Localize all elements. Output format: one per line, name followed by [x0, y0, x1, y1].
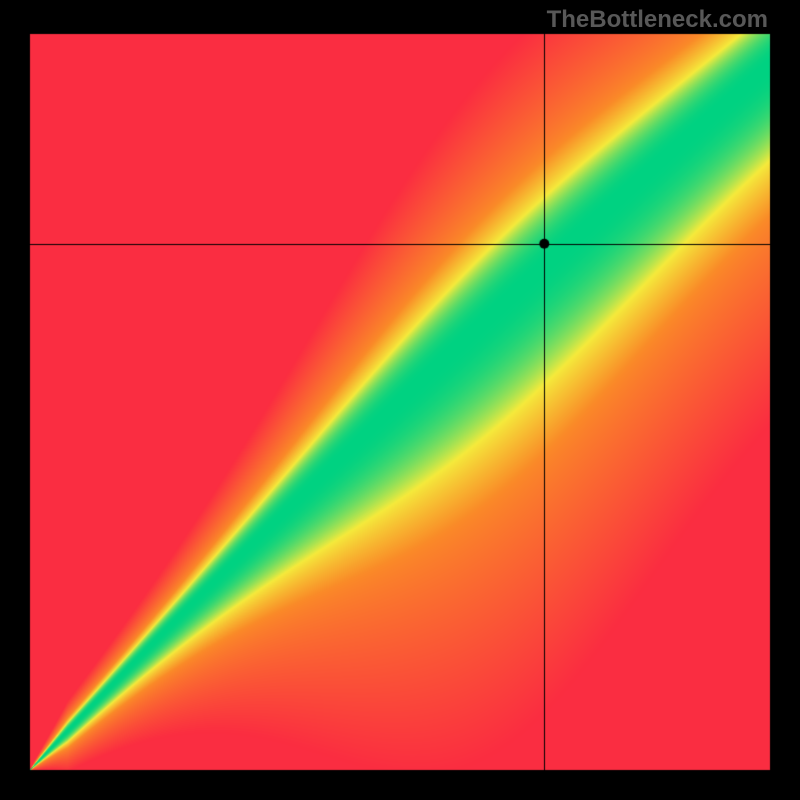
heatmap-canvas: [0, 0, 800, 800]
bottleneck-heatmap: TheBottleneck.com: [0, 0, 800, 800]
watermark-text: TheBottleneck.com: [547, 6, 768, 34]
